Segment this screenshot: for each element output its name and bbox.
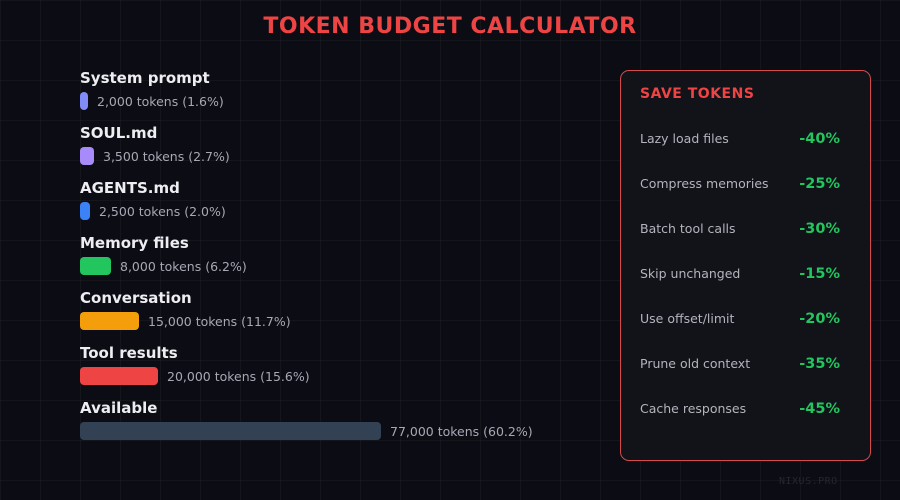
tip-list: Lazy load files -40% Compress memories -25… [640, 116, 840, 431]
tip-label: Compress memories [640, 176, 769, 191]
budget-item-label: SOUL.md [80, 124, 158, 142]
tip-label: Lazy load files [640, 131, 729, 146]
page-title: TOKEN BUDGET CALCULATOR [263, 14, 637, 39]
tip-item: Compress memories -25% [640, 161, 840, 206]
tip-saving: -20% [799, 310, 840, 327]
budget-item-value: 3,500 tokens (2.7%) [103, 148, 230, 164]
budget-item-label: System prompt [80, 69, 210, 87]
budget-item-available: Available 77,000 tokens (60.2%) [80, 398, 580, 453]
budget-bar [80, 202, 90, 220]
budget-item-value: 8,000 tokens (6.2%) [120, 258, 247, 274]
budget-item-conversation: Conversation 15,000 tokens (11.7%) [80, 288, 580, 343]
tip-item: Batch tool calls -30% [640, 206, 840, 251]
budget-item-value: 2,000 tokens (1.6%) [97, 93, 224, 109]
budget-item-system-prompt: System prompt 2,000 tokens (1.6%) [80, 68, 580, 123]
budget-bar [80, 312, 139, 330]
budget-item-value: 77,000 tokens (60.2%) [390, 423, 533, 439]
tip-label: Use offset/limit [640, 311, 735, 326]
watermark: NIXUS.PRO [779, 476, 838, 487]
tip-label: Skip unchanged [640, 266, 741, 281]
budget-item-label: AGENTS.md [80, 179, 180, 197]
budget-item-label: Conversation [80, 289, 192, 307]
budget-item-memory-files: Memory files 8,000 tokens (6.2%) [80, 233, 580, 288]
budget-bar [80, 422, 381, 440]
budget-item-value: 15,000 tokens (11.7%) [148, 313, 291, 329]
tip-saving: -45% [799, 400, 840, 417]
budget-item-label: Available [80, 399, 158, 417]
tip-saving: -40% [799, 130, 840, 147]
budget-bar [80, 257, 111, 275]
budget-item-soul-md: SOUL.md 3,500 tokens (2.7%) [80, 123, 580, 178]
tip-item: Prune old context -35% [640, 341, 840, 386]
tip-saving: -25% [799, 175, 840, 192]
budget-item-agents-md: AGENTS.md 2,500 tokens (2.0%) [80, 178, 580, 233]
budget-item-tool-results: Tool results 20,000 tokens (15.6%) [80, 343, 580, 398]
budget-item-label: Memory files [80, 234, 189, 252]
tip-saving: -30% [799, 220, 840, 237]
tip-item: Use offset/limit -20% [640, 296, 840, 341]
tip-item: Skip unchanged -15% [640, 251, 840, 296]
tip-item: Cache responses -45% [640, 386, 840, 431]
tip-item: Lazy load files -40% [640, 116, 840, 161]
panel-title: SAVE TOKENS [640, 86, 755, 102]
tip-label: Prune old context [640, 356, 751, 371]
tip-saving: -15% [799, 265, 840, 282]
tip-label: Cache responses [640, 401, 747, 416]
budget-bar [80, 92, 88, 110]
token-budget-list: System prompt 2,000 tokens (1.6%) SOUL.m… [80, 68, 580, 453]
budget-item-value: 2,500 tokens (2.0%) [99, 203, 226, 219]
save-tokens-panel: SAVE TOKENS Lazy load files -40% Compress… [620, 70, 871, 461]
budget-bar [80, 367, 158, 385]
budget-bar [80, 147, 94, 165]
budget-item-value: 20,000 tokens (15.6%) [167, 368, 310, 384]
budget-item-label: Tool results [80, 344, 178, 362]
tip-saving: -35% [799, 355, 840, 372]
tip-label: Batch tool calls [640, 221, 736, 236]
